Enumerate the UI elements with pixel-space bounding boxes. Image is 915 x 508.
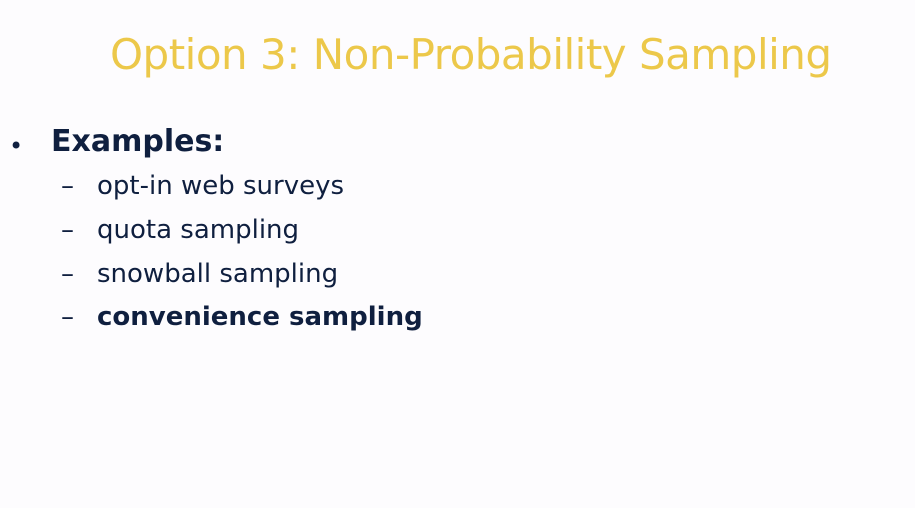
sub-item-text: quota sampling bbox=[97, 215, 300, 245]
slide-title: Option 3: Non-Probability Sampling bbox=[110, 30, 832, 79]
dash-marker: – bbox=[61, 302, 74, 332]
dash-marker: – bbox=[61, 171, 74, 201]
bullet-marker: • bbox=[9, 132, 24, 160]
sub-item-text: snowball sampling bbox=[97, 259, 339, 289]
dash-marker: – bbox=[61, 259, 74, 289]
dash-marker: – bbox=[61, 215, 74, 245]
sub-item-text-emphasized: convenience sampling bbox=[97, 302, 423, 332]
bullet-label: Examples: bbox=[51, 124, 225, 159]
sub-item-text: opt-in web surveys bbox=[97, 171, 345, 201]
